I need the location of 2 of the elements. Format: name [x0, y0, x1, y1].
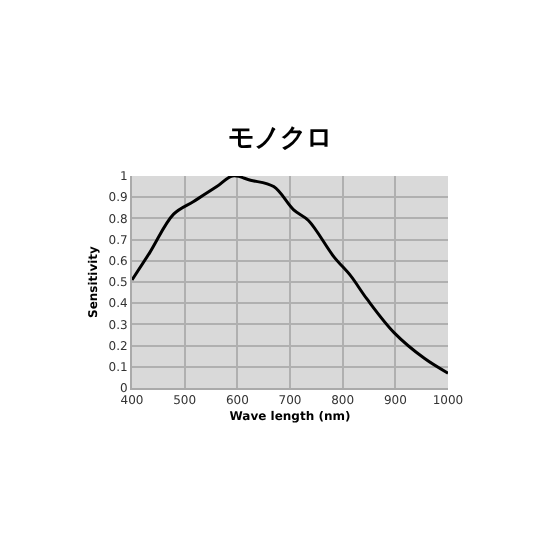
line-series [132, 176, 448, 375]
chart-title: モノクロ [228, 123, 332, 154]
